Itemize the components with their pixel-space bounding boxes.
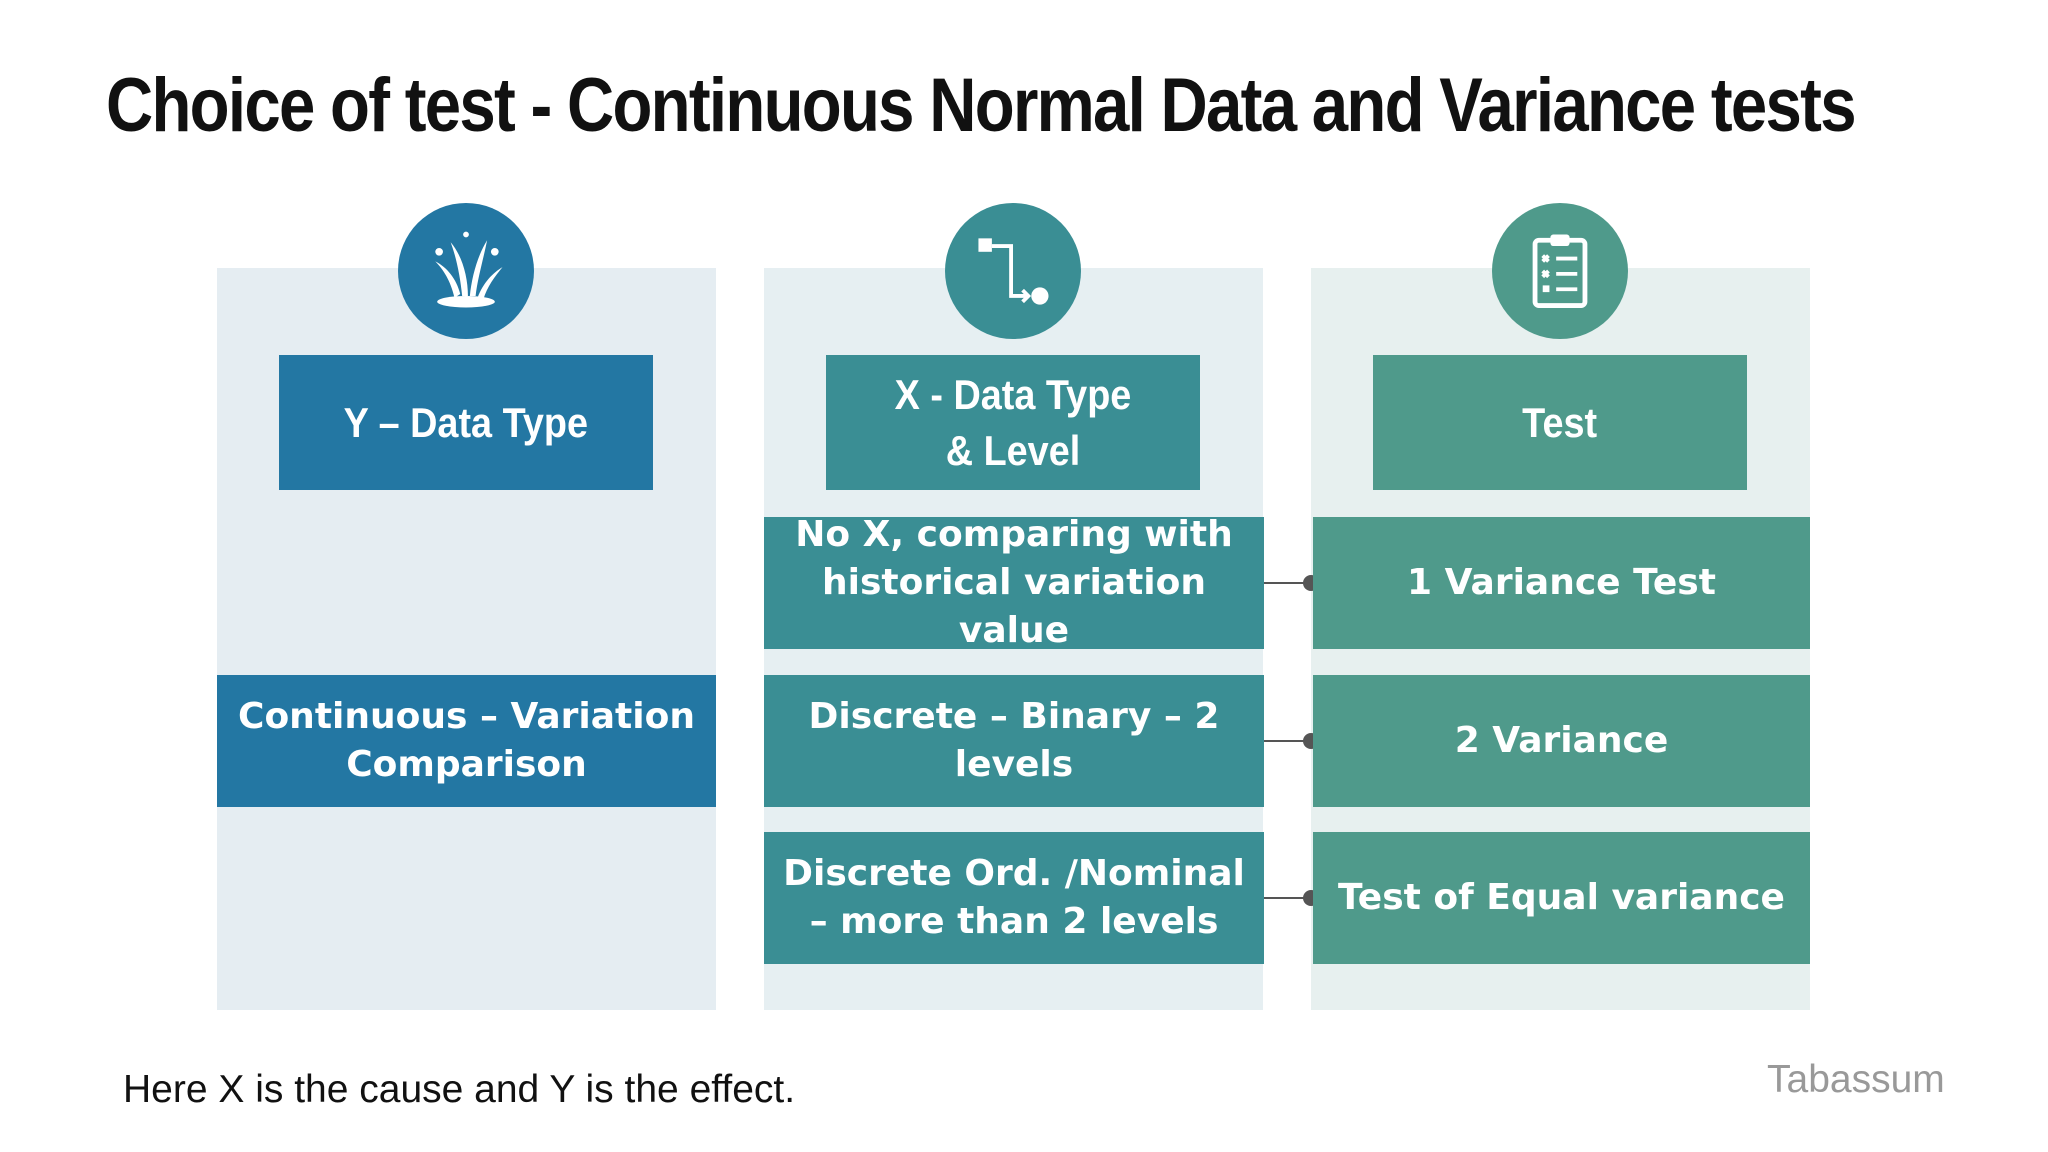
y-continuous-variation-cell: Continuous – Variation Comparison <box>217 675 716 807</box>
author-credit: Tabassum <box>1767 1058 1945 1101</box>
header-test: Test <box>1373 355 1747 490</box>
clipboard-checklist-icon <box>1492 203 1628 339</box>
header-y-data-type: Y – Data Type <box>279 355 653 490</box>
splash-icon <box>398 203 534 339</box>
connector-line-row-1 <box>1264 582 1312 584</box>
test-cell-equal-variance: Test of Equal variance <box>1313 832 1810 964</box>
x-cell-no-x: No X, comparing with historical variatio… <box>764 514 1264 651</box>
page-title: Choice of test - Continuous Normal Data … <box>106 63 1857 148</box>
connector-line-row-2 <box>1264 740 1312 742</box>
header-x-data-type-level: X - Data Type & Level <box>826 355 1200 490</box>
x-cell-ordinal-nominal: Discrete Ord. /Nominal – more than 2 lev… <box>764 832 1264 964</box>
footer-note: Here X is the cause and Y is the effect. <box>123 1068 796 1111</box>
x-cell-binary: Discrete – Binary – 2 levels <box>764 675 1264 807</box>
test-cell-1-variance: 1 Variance Test <box>1313 517 1810 649</box>
process-flow-icon <box>945 203 1081 339</box>
test-cell-2-variance: 2 Variance <box>1313 675 1810 807</box>
connector-line-row-3 <box>1264 897 1312 899</box>
